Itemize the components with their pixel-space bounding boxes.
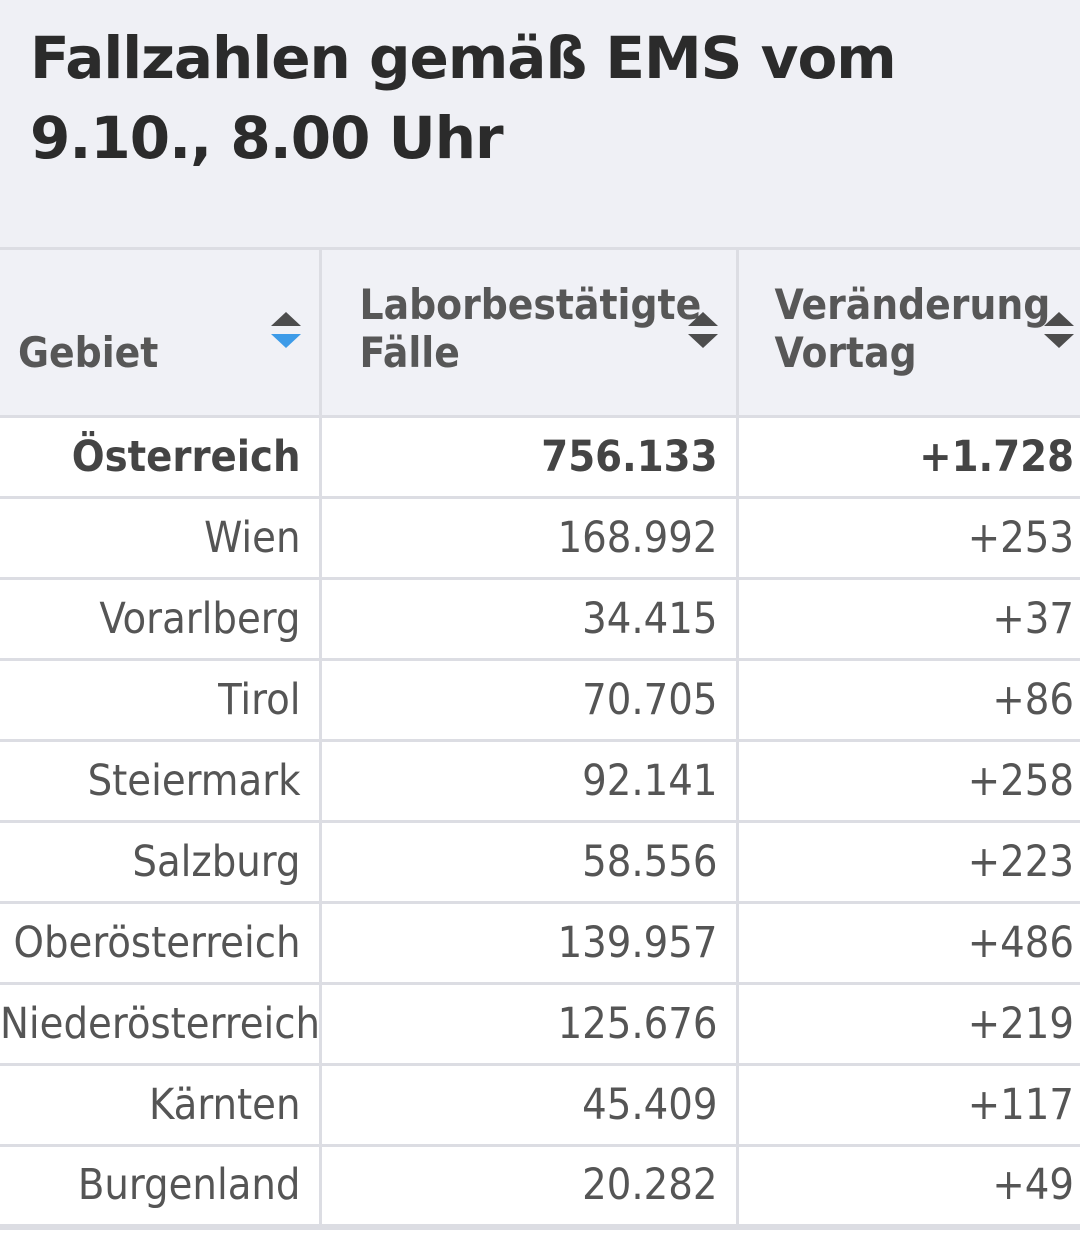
table-row: Kärnten 45.409 +117: [0, 1063, 1080, 1147]
sort-active-icon[interactable]: [270, 312, 302, 350]
cell-veraenderung: +117: [737, 1063, 1080, 1147]
cell-faelle: 34.415: [320, 577, 739, 661]
table-row: Tirol 70.705 +86: [0, 658, 1080, 742]
table-row: Burgenland 20.282 +49: [0, 1144, 1080, 1230]
table-row: Österreich 756.133 +1.728: [0, 415, 1080, 499]
cell-faelle: 168.992: [320, 496, 739, 580]
table-row: Oberösterreich 139.957 +486: [0, 901, 1080, 985]
cell-gebiet: Steiermark: [0, 739, 322, 823]
cell-veraenderung: +49: [737, 1144, 1080, 1230]
cell-gebiet: Österreich: [0, 415, 322, 499]
sort-icon[interactable]: [687, 312, 719, 350]
cases-table: Gebiet Laborbestätigte Fälle: [0, 247, 1080, 1230]
column-header-label: Gebiet: [18, 328, 159, 377]
cell-faelle: 20.282: [320, 1144, 739, 1230]
cell-gebiet: Burgenland: [0, 1144, 322, 1230]
cell-faelle: 139.957: [320, 901, 739, 985]
cell-faelle: 70.705: [320, 658, 739, 742]
cell-gebiet: Wien: [0, 496, 322, 580]
sort-icon[interactable]: [1043, 312, 1075, 350]
cell-faelle: 756.133: [320, 415, 739, 499]
column-header-label: Laborbestätigte Fälle: [359, 280, 702, 377]
table-row: Wien 168.992 +253: [0, 496, 1080, 580]
table-header-panel: Fallzahlen gemäß EMS vom 9.10., 8.00 Uhr: [0, 0, 1080, 247]
cell-gebiet: Oberösterreich: [0, 901, 322, 985]
cell-faelle: 58.556: [320, 820, 739, 904]
table-row: Niederösterreich 125.676 +219: [0, 982, 1080, 1066]
table-row: Salzburg 58.556 +223: [0, 820, 1080, 904]
page-title: Fallzahlen gemäß EMS vom 9.10., 8.00 Uhr: [30, 24, 897, 172]
cell-gebiet: Salzburg: [0, 820, 322, 904]
cell-gebiet: Kärnten: [0, 1063, 322, 1147]
cell-veraenderung: +219: [737, 982, 1080, 1066]
cell-veraenderung: +253: [737, 496, 1080, 580]
table-row: Steiermark 92.141 +258: [0, 739, 1080, 823]
table-header-row: Gebiet Laborbestätigte Fälle: [0, 247, 1080, 418]
cell-veraenderung: +223: [737, 820, 1080, 904]
cell-gebiet: Vorarlberg: [0, 577, 322, 661]
table-row: Vorarlberg 34.415 +37: [0, 577, 1080, 661]
cell-faelle: 92.141: [320, 739, 739, 823]
cell-gebiet: Tirol: [0, 658, 322, 742]
column-header-gebiet[interactable]: Gebiet: [0, 247, 322, 418]
cell-faelle: 125.676: [320, 982, 739, 1066]
cell-veraenderung: +258: [737, 739, 1080, 823]
cell-veraenderung: +86: [737, 658, 1080, 742]
cell-veraenderung: +37: [737, 577, 1080, 661]
column-header-faelle[interactable]: Laborbestätigte Fälle: [320, 247, 739, 418]
column-header-veraenderung[interactable]: Veränderung Vortag: [737, 247, 1080, 418]
cell-veraenderung: +486: [737, 901, 1080, 985]
cell-faelle: 45.409: [320, 1063, 739, 1147]
cell-gebiet: Niederösterreich: [0, 982, 322, 1066]
cell-veraenderung: +1.728: [737, 415, 1080, 499]
column-header-label: Veränderung Vortag: [774, 280, 1051, 377]
